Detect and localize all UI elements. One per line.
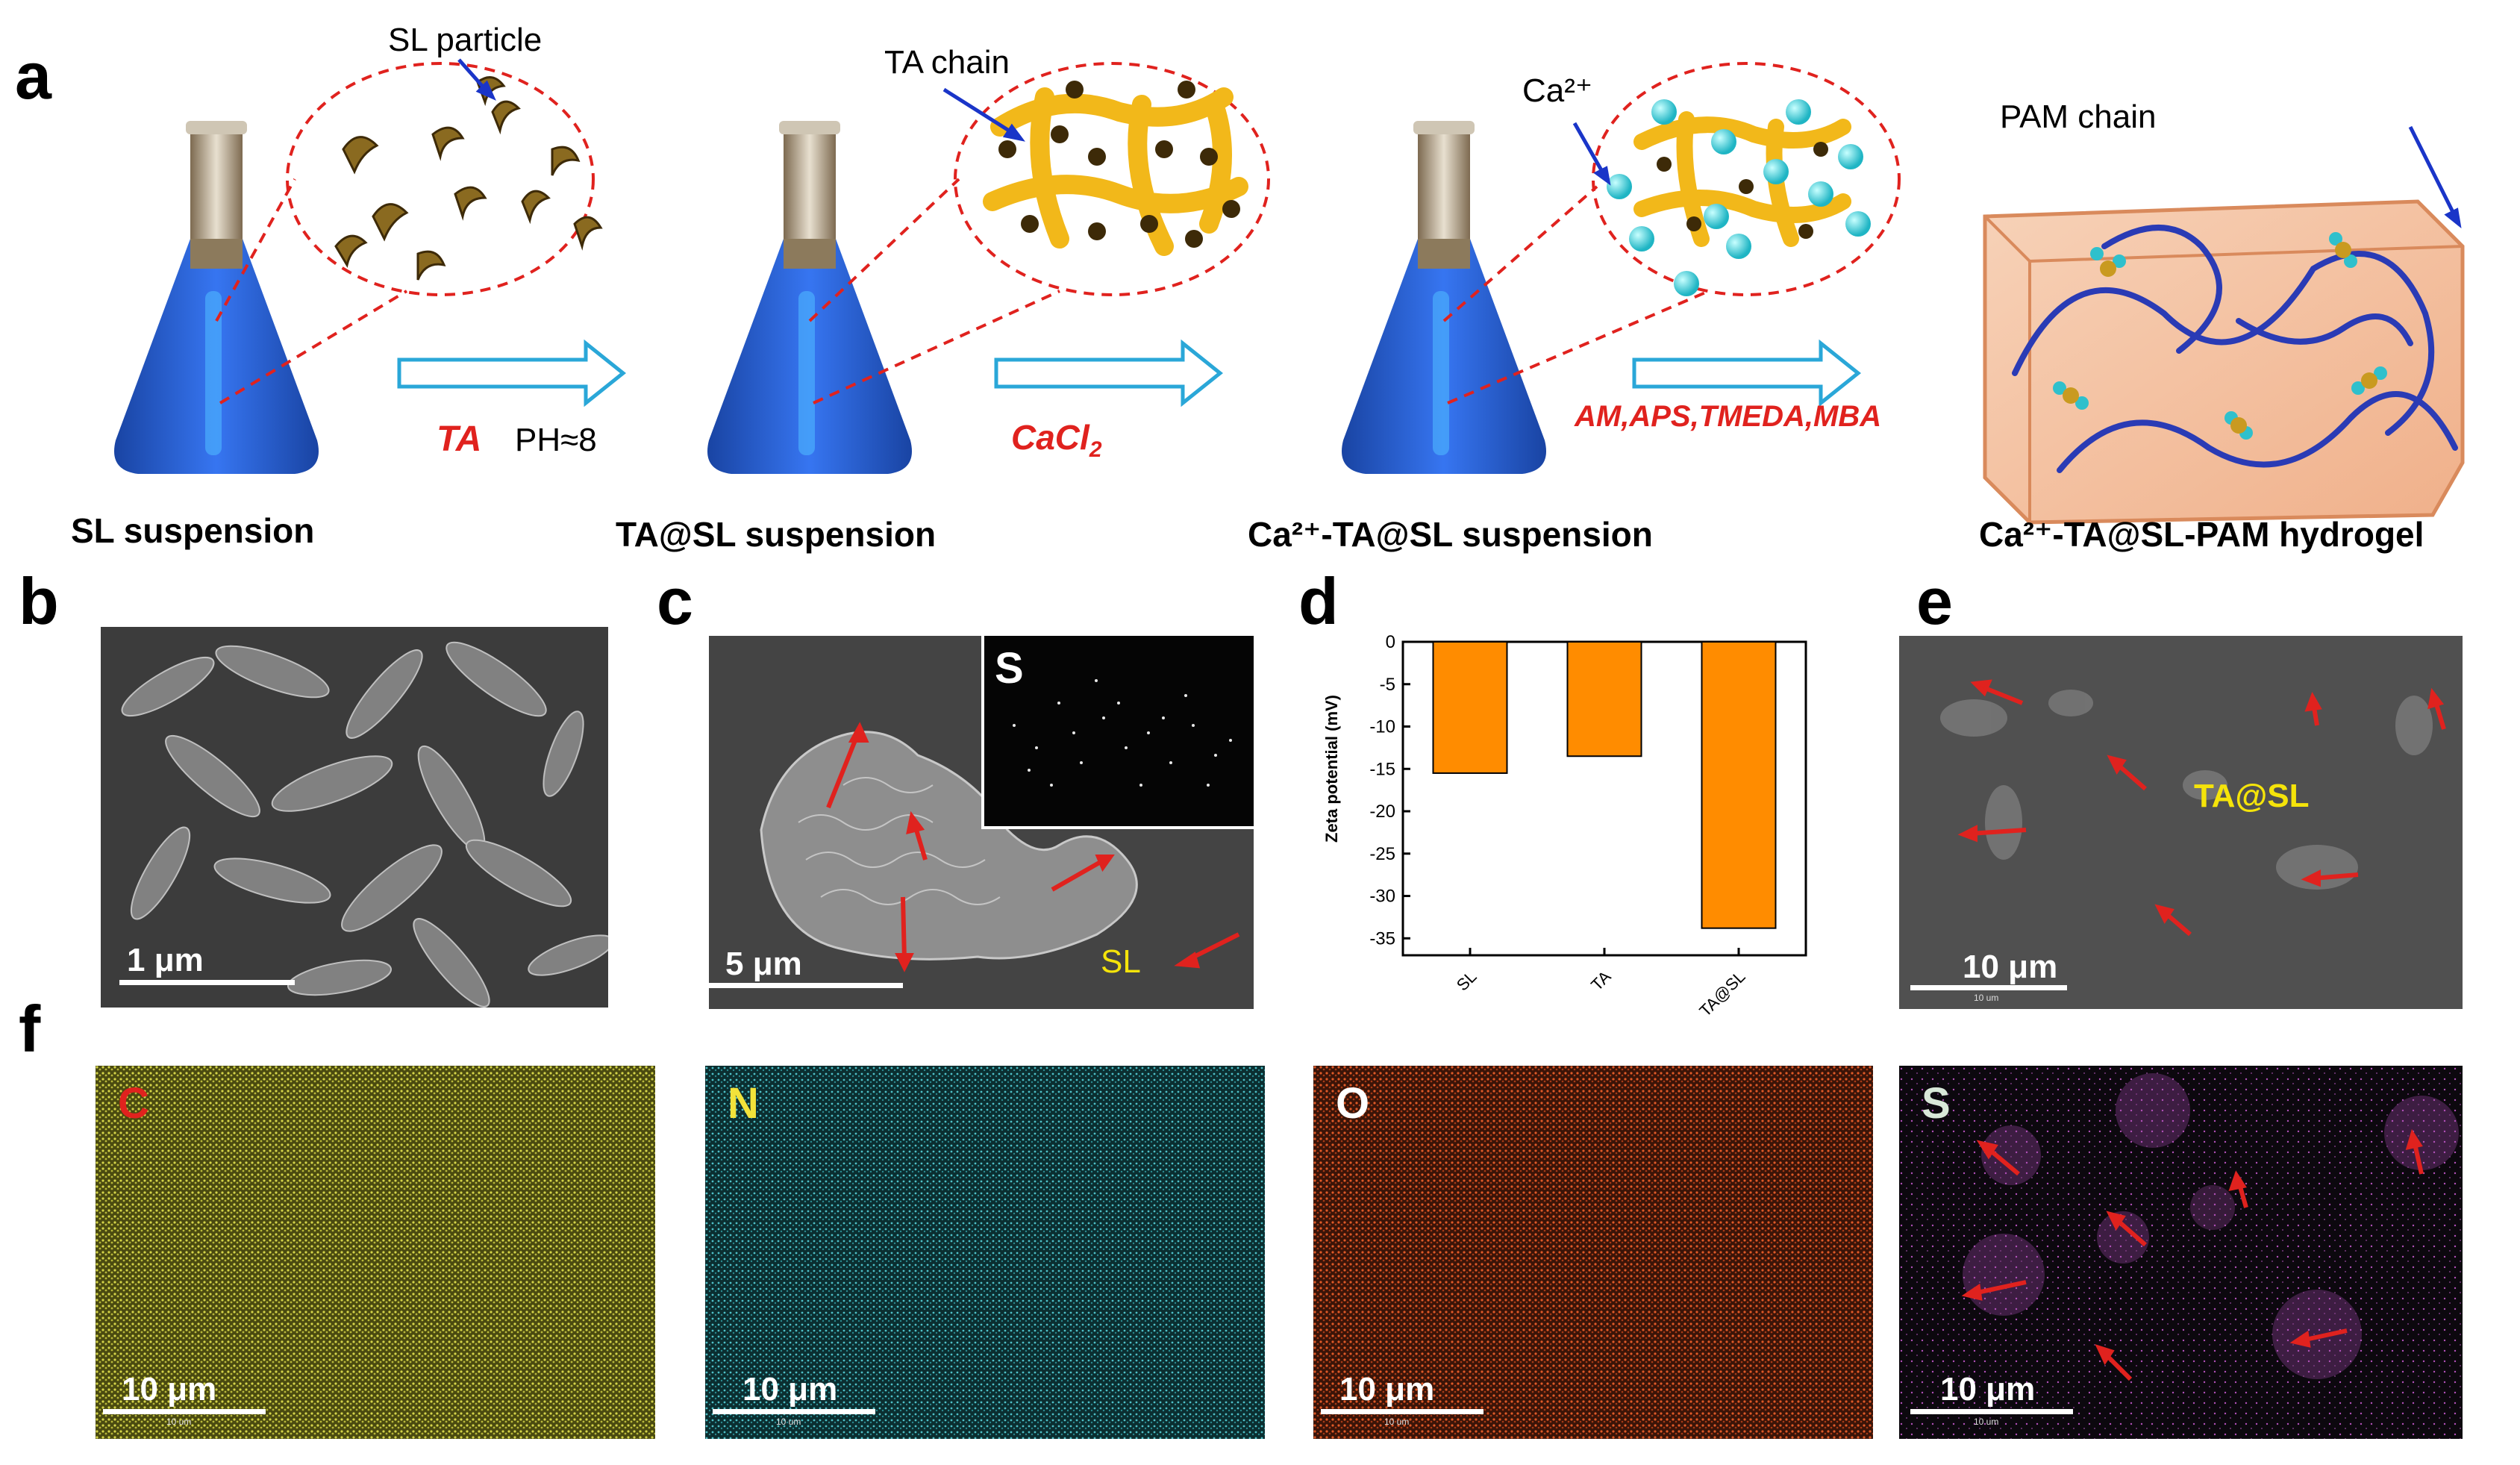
sem-image-hydrogel: TA@SL 10 μm 10 um [1899,636,2463,1009]
eds-map-s-texture [1899,1066,2463,1439]
chart-x-ticks: SL TA TA@SL [1453,948,1749,1020]
eds-map-n-letter: N [728,1079,759,1128]
chart-bars [1432,641,1777,929]
x-tick-label: TA [1587,967,1615,995]
y-tick-label: 0 [1386,632,1395,652]
panel-label-a: a [15,39,51,113]
scalebar-e [1910,985,2067,990]
eds-map-s: S 10 μm 10 um [1899,1066,2463,1439]
y-tick-label: -35 [1369,928,1395,949]
callout-ca: Ca²⁺ [1522,72,1593,109]
ta-network-sl [998,81,1240,248]
chart-y-axis-label: Zeta potential (mV) [1322,695,1341,843]
inset-ellipse-1 [286,62,595,296]
sl-particles [334,76,603,281]
scalebar-f-n [713,1409,875,1414]
flask-1 [114,121,319,474]
eds-map-n-texture [705,1066,1265,1439]
stage-label-4: Ca²⁺-TA@SL-PAM hydrogel [1979,515,2424,554]
eds-map-c-texture [96,1066,655,1439]
bar-sl [1432,641,1508,774]
eds-map-c-letter: C [118,1079,149,1128]
y-tick-label: -25 [1369,844,1395,864]
label-tasl: TA@SL [2194,778,2310,814]
eds-map-o-texture [1313,1066,1873,1439]
process-arrow-1 [397,339,627,407]
y-tick-label: -10 [1369,717,1395,737]
eds-map-n: N 10 μm 10 um [705,1066,1265,1439]
scalebar-f-s [1910,1409,2073,1414]
scalebar-c [709,983,903,988]
hydrogel-block [1983,199,2465,525]
micro-scale-text-e: 10 um [1974,993,1999,1003]
scalebar-label-b: 1 μm [127,942,204,978]
label-sl: SL [1101,943,1141,980]
callout-ta-chain: TA chain [884,44,1010,81]
panel-label-d: d [1298,564,1339,638]
scalebar-f-c [103,1409,266,1414]
inset-ellipse-2 [954,62,1270,296]
micro-scale-text-f-o: 10 um [1384,1416,1410,1427]
eds-inset-dots [1013,679,1232,787]
reagent-polymerization: AM,APS,TMEDA,MBA [1575,400,1882,433]
x-tick-label: SL [1453,967,1481,995]
scalebar-label-e: 10 μm [1963,949,2058,985]
panel-label-e: e [1916,564,1953,638]
ca-ions [1607,99,1871,296]
chart-y-ticks: 0 -5 -10 -15 -20 -25 -30 -35 [1369,632,1410,949]
eds-map-s-letter: S [1922,1079,1951,1128]
reagent-ta: TA [437,419,482,459]
panel-label-b: b [19,564,59,638]
flask-2 [707,121,912,474]
y-tick-label: -30 [1369,887,1395,907]
scalebar-label-c: 5 μm [725,946,802,982]
bar-ta [1566,641,1642,758]
reagent-cacl2: CaCl2 [1011,420,1102,461]
eds-map-c: C 10 μm 10 um [96,1066,655,1439]
micro-scale-text-f-c: 10 um [166,1416,192,1427]
stage-label-2: TA@SL suspension [616,515,937,554]
inset-ellipse-3 [1592,62,1901,296]
eds-inset-s: S [981,636,1254,829]
scalebar-f-o [1321,1409,1483,1414]
reagent-cacl2-base: CaCl [1011,418,1089,457]
sem-sl-texture [101,627,608,1008]
callout-pam-chain: PAM chain [2000,99,2157,135]
stage-label-1: SL suspension [71,511,315,550]
bar-ta-at-sl [1701,641,1777,929]
micro-scale-text-f-s: 10 um [1974,1416,1999,1427]
scalebar-label-f-o: 10 μm [1339,1371,1435,1408]
panel-label-f: f [19,992,41,1066]
schematic-graphics [114,58,2465,525]
stage-label-3: Ca²⁺-TA@SL suspension [1248,515,1653,554]
y-tick-label: -15 [1369,759,1395,779]
callout-sl-particle: SL particle [388,22,543,58]
y-tick-label: -20 [1369,802,1395,822]
reagent-cacl2-sub: 2 [1089,437,1102,463]
sem-hydrogel-texture [1899,636,2463,1009]
process-arrow-2 [994,339,1224,407]
panel-label-c: c [657,564,693,638]
reagent-ph: PH≈8 [515,422,597,458]
zeta-potential-chart: Zeta potential (mV) 0 -5 -10 -15 -20 -25 -30 -3… [1322,632,1807,1020]
eds-inset-letter: S [995,644,1024,693]
micro-scale-text-f-n: 10 um [776,1416,801,1427]
ca-network [1633,111,1851,247]
sem-image-tasl: S 5 μm SL [709,636,1254,1009]
scalebar-label-f-s: 10 μm [1940,1371,2036,1408]
scalebar-label-f-n: 10 μm [742,1371,838,1408]
x-tick-label: TA@SL [1695,967,1748,1020]
ca-network-sl [1657,142,1828,239]
scalebar-label-f-c: 10 μm [122,1371,217,1408]
y-tick-label: -5 [1380,675,1395,695]
process-arrow-3 [1632,339,1862,407]
eds-map-o-letter: O [1336,1079,1370,1128]
sem-image-sl: 1 μm [101,627,608,1008]
eds-map-o: O 10 μm 10 um [1313,1066,1873,1439]
scalebar-b [119,980,295,985]
flask-3 [1342,121,1546,474]
